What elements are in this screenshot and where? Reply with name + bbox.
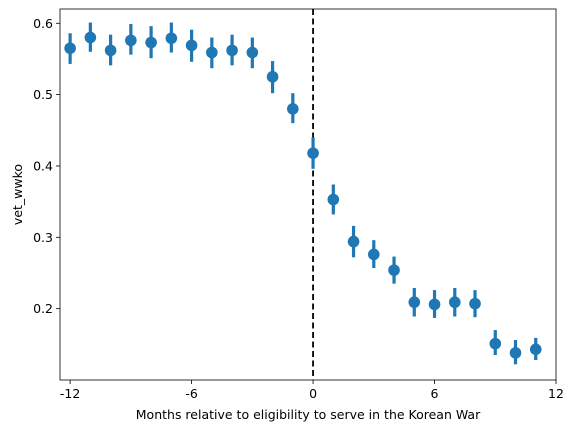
data-point [428,298,441,311]
y-tick-label: 0.4 [33,158,53,173]
data-layer [64,22,542,365]
x-axis-label: Months relative to eligibility to serve … [136,407,481,422]
data-point [489,337,502,350]
data-point [206,46,218,59]
x-tick-label: 12 [548,386,564,401]
plot-frame [59,8,557,381]
data-point [448,296,461,309]
data-point [125,34,137,47]
data-point [165,32,178,45]
data-point [84,31,97,44]
x-tick-label: -6 [185,386,198,401]
y-tick-label: 0.3 [33,230,53,245]
data-point [64,42,76,55]
data-point [529,343,542,356]
data-point [145,36,157,49]
data-point [347,235,360,248]
data-point [327,193,340,206]
x-tick-label: 0 [309,386,317,401]
data-point [246,46,259,59]
data-point [287,103,299,115]
data-point [408,296,421,309]
x-axis-ticks: -12 -6 0 6 12 [60,380,564,401]
x-tick-label: 6 [431,386,439,401]
data-point [388,264,400,276]
data-point [367,248,380,261]
data-point [307,147,319,159]
data-point [104,44,117,57]
y-axis-ticks: 0.2 0.3 0.4 0.5 0.6 [33,16,60,316]
data-point [226,44,238,57]
data-point [266,70,279,83]
y-tick-label: 0.6 [33,16,53,31]
data-point [469,297,481,310]
y-tick-label: 0.2 [33,301,53,316]
data-point [509,347,522,359]
x-tick-label: -12 [60,386,80,401]
y-axis-label: vet_wwko [10,164,25,225]
data-point [185,39,198,52]
y-tick-label: 0.5 [33,87,53,102]
